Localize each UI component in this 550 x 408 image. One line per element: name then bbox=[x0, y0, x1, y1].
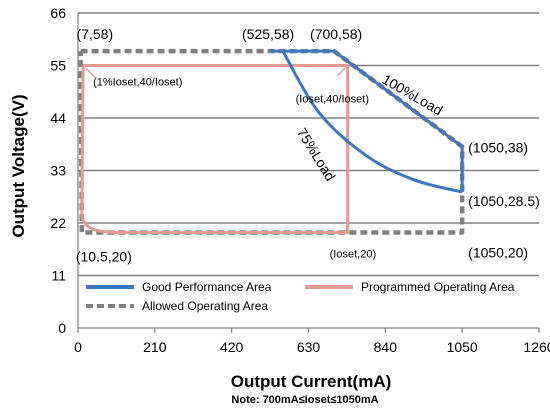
chart-note: Note: 700mA≤Ioset≤1050mA bbox=[231, 394, 378, 406]
y-axis-title: Output Voltage(V) bbox=[9, 94, 28, 237]
series-line-0 bbox=[270, 49, 464, 192]
x-tick-label-210: 210 bbox=[143, 339, 167, 355]
legend-box bbox=[80, 277, 536, 317]
point-label-8: (Ioset,40/Ioset) bbox=[296, 94, 369, 106]
legend-label-programmed-operating: Programmed Operating Area bbox=[361, 280, 515, 294]
x-tick-label-420: 420 bbox=[220, 339, 244, 355]
point-label-2: (700,58) bbox=[310, 26, 362, 42]
series-line-1 bbox=[281, 50, 463, 194]
point-label-6: (10.5,20) bbox=[76, 249, 132, 265]
point-labels: (7,58) (525,58) (700,58) (1050,38) (1050,28.… bbox=[76, 26, 540, 264]
legend-label-allowed-operating: Allowed Operating Area bbox=[142, 299, 268, 313]
legend: Good Performance Area Programmed Operati… bbox=[80, 277, 536, 317]
point-label-3: (1050,38) bbox=[468, 140, 528, 156]
y-tick-label-0: 0 bbox=[58, 320, 66, 336]
curve-label-75-load: 75%Load bbox=[294, 125, 339, 184]
series-line-2 bbox=[80, 64, 350, 235]
y-tick-label-33: 33 bbox=[50, 163, 66, 179]
x-tick-label-1050: 1050 bbox=[447, 339, 478, 355]
point-label-4: (1050,28.5) bbox=[468, 193, 540, 209]
series bbox=[78, 48, 465, 235]
point-label-1: (525,58) bbox=[242, 26, 294, 42]
point-label-7: (Ioset,20) bbox=[330, 249, 376, 261]
arrow-left-corner bbox=[85, 67, 96, 79]
y-tick-label-55: 55 bbox=[50, 58, 66, 74]
point-label-5: (1050,20) bbox=[468, 245, 528, 261]
y-tick-label-11: 11 bbox=[51, 268, 66, 284]
arrow-right-corner bbox=[337, 66, 347, 77]
axes: Output Current(mA) Note: 700mA≤Ioset≤105… bbox=[9, 94, 391, 406]
legend-label-good-performance: Good Performance Area bbox=[142, 280, 272, 294]
x-tick-label-0: 0 bbox=[74, 339, 82, 355]
x-tick-label-630: 630 bbox=[297, 339, 321, 355]
y-tick-label-44: 44 bbox=[50, 110, 66, 126]
x-tick-label-840: 840 bbox=[374, 339, 398, 355]
curve-labels: 100%Load 75%Load bbox=[294, 71, 446, 184]
point-label-9: (1%Ioset,40/Ioset) bbox=[93, 77, 182, 89]
y-tick-label-22: 22 bbox=[50, 215, 66, 231]
point-label-0: (7,58) bbox=[77, 26, 114, 42]
y-tick-label-66: 66 bbox=[50, 5, 66, 21]
x-axis-title: Output Current(mA) bbox=[231, 372, 392, 391]
x-tick-label-1260: 1260 bbox=[523, 339, 550, 355]
